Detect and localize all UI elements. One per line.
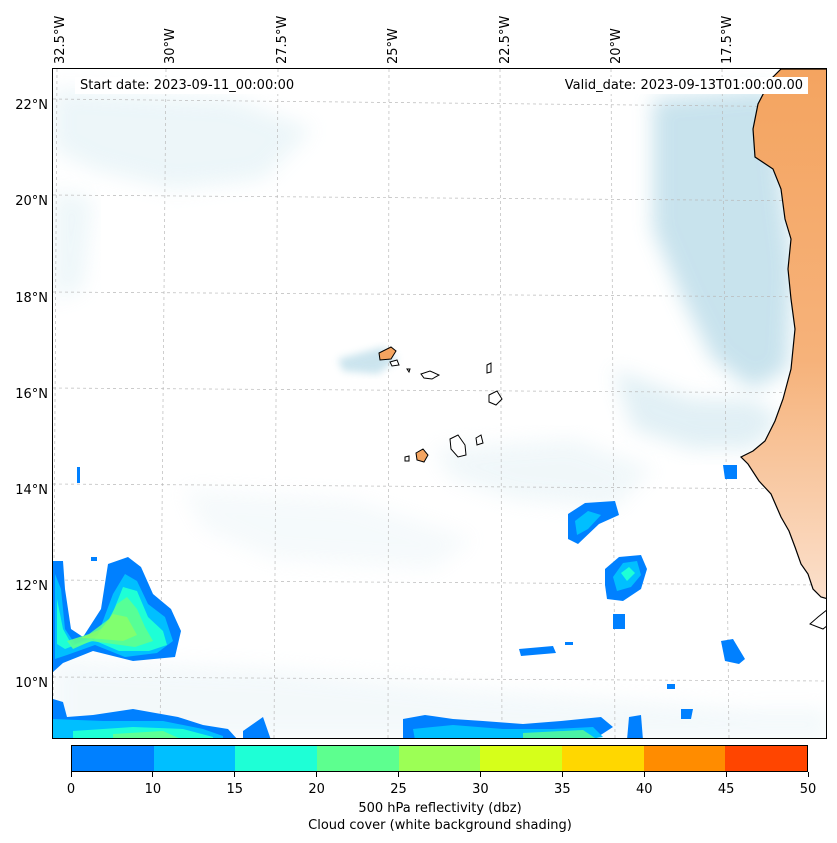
- island-brava: [404, 455, 410, 462]
- reflectivity-area-10-15: [243, 717, 271, 738]
- colorbar-tick-mark: [725, 772, 727, 777]
- reflectivity-area-10-15: [667, 684, 675, 689]
- coastline-detail: [809, 609, 826, 630]
- colorbar-tick-mark: [70, 772, 72, 777]
- lat-tick-label: 16°N: [15, 387, 48, 402]
- colorbar-segment: [235, 746, 318, 771]
- colorbar-tick-label: 40: [635, 782, 653, 797]
- reflectivity-area-20-25: [621, 567, 635, 581]
- lon-tick-label: 20°W: [609, 28, 624, 64]
- colorbar-tick-mark: [479, 772, 481, 777]
- colorbar-tick-mark: [643, 772, 645, 777]
- lon-tick-label: 30°W: [163, 28, 178, 64]
- colorbar-tick-label: 20: [308, 782, 325, 797]
- reflectivity-area-10-15: [77, 467, 80, 483]
- lon-tick-label: 27.5°W: [275, 15, 290, 64]
- reflectivity-area-25-30: [81, 614, 137, 641]
- colorbar-segment: [398, 746, 481, 771]
- reflectivity-area-10-15: [723, 465, 737, 479]
- island-sal: [486, 362, 492, 374]
- island-santo-antao: [378, 346, 397, 361]
- cloud-cover-region: [53, 189, 93, 299]
- reflectivity-area-10-15: [519, 646, 556, 656]
- lat-tick-label: 14°N: [15, 483, 48, 498]
- colorbar-tick-label: 15: [226, 782, 244, 797]
- colorbar-tick-label: 30: [472, 782, 489, 797]
- colorbar-tick-label: 45: [717, 782, 735, 797]
- colorbar-tick-mark: [398, 772, 400, 777]
- reflectivity-area-20-25: [523, 730, 595, 738]
- cape-verde-islands: [378, 346, 503, 463]
- start-date-label: Start date: 2023-09-11_00:00:00: [75, 77, 300, 94]
- colorbar-tick-label: 35: [554, 782, 571, 797]
- colorbar-segment: [317, 746, 399, 771]
- reflectivity-area-25-30: [113, 731, 179, 738]
- island-boa-vista: [488, 390, 503, 406]
- colorbar-tick-mark: [152, 772, 154, 777]
- colorbar-segment: [725, 746, 808, 771]
- lat-tick-label: 10°N: [15, 676, 48, 691]
- colorbar-segment: [562, 746, 644, 771]
- colorbar-tick-mark: [561, 772, 563, 777]
- map-panel: Start date: 2023-09-11_00:00:00 Valid_da…: [52, 68, 827, 739]
- lat-tick-label: 12°N: [15, 579, 48, 594]
- lon-tick-label: 25°W: [386, 28, 401, 64]
- lon-tick-label: 22.5°W: [498, 15, 513, 64]
- colorbar-tick-label: 25: [390, 782, 407, 797]
- reflectivity-area-10-15: [721, 639, 745, 664]
- lon-tick-label: 32.5°W: [53, 15, 68, 64]
- reflectivity-area-15-20: [575, 511, 601, 535]
- cloud-cover-region: [433, 439, 653, 509]
- lat-tick-label: 22°N: [15, 98, 48, 113]
- colorbar-tick-mark: [807, 772, 809, 777]
- colorbar-segment: [480, 746, 563, 771]
- lat-tick-label: 20°N: [15, 194, 48, 209]
- island-sao-nicolau: [420, 370, 441, 380]
- cloud-cover-region: [53, 89, 313, 189]
- reflectivity-area-10-15: [565, 642, 573, 645]
- land-area: [739, 69, 826, 600]
- lat-tick-label: 18°N: [15, 291, 48, 306]
- reflectivity-contours: [53, 465, 745, 738]
- colorbar-segment: [643, 746, 726, 771]
- island-sao-vicente: [389, 359, 400, 367]
- cloud-cover-region: [653, 89, 793, 389]
- colorbar-tick-label: 0: [66, 782, 76, 797]
- colorbar-sublabel: Cloud cover (white background shading): [308, 818, 572, 833]
- island-maio: [475, 434, 484, 446]
- colorbar: [71, 745, 808, 772]
- island-santa-luzia: [406, 368, 411, 374]
- valid-date-label: Valid_date: 2023-09-13T01:00:00.00: [559, 77, 808, 94]
- colorbar-tick-label: 50: [799, 782, 817, 797]
- reflectivity-area-10-15: [627, 715, 643, 738]
- colorbar-tick-label: 10: [144, 782, 162, 797]
- lon-tick-label: 17.5°W: [720, 15, 735, 64]
- reflectivity-area-10-15: [613, 614, 625, 629]
- reflectivity-area-10-15: [681, 709, 693, 719]
- colorbar-tick-mark: [316, 772, 318, 777]
- colorbar-label: 500 hPa reflectivity (dbz): [358, 801, 522, 816]
- colorbar-segment: [72, 746, 154, 771]
- reflectivity-area-10-15: [91, 557, 97, 561]
- africa-mainland: [739, 69, 826, 630]
- colorbar-segment: [153, 746, 236, 771]
- colorbar-tick-mark: [234, 772, 236, 777]
- cloud-cover-region: [183, 489, 473, 569]
- map-canvas: [53, 69, 826, 738]
- island-fogo: [415, 448, 429, 463]
- cloud-cover-region: [613, 369, 783, 449]
- island-santiago: [449, 434, 467, 458]
